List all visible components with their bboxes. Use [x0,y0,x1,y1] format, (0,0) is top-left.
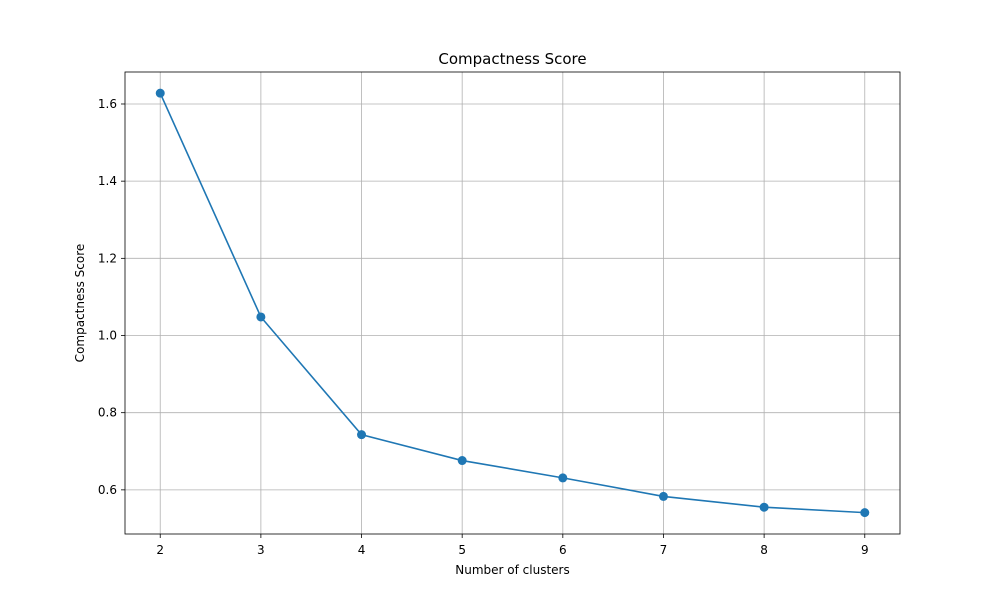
x-tick-label: 5 [458,543,466,557]
y-tick-label: 1.2 [98,251,117,265]
x-tick-label: 8 [760,543,768,557]
x-tick-label: 3 [257,543,265,557]
y-tick-label: 0.8 [98,406,117,420]
axis-ticks: 2 3 4 5 6 7 8 9 0.6 0.8 1.0 1.2 1.4 1.6 [98,97,869,557]
data-point [558,473,568,483]
plot-frame [124,71,901,535]
y-tick-label: 1.0 [98,329,117,343]
x-tick-label: 2 [156,543,164,557]
data-point [155,88,165,98]
y-axis-label: Compactness Score [73,244,87,363]
data-point [759,502,769,512]
chart-title: Compactness Score [438,50,586,68]
data-point [658,491,668,501]
x-tick-label: 6 [559,543,567,557]
series-line [159,92,865,514]
y-tick-label: 1.6 [98,97,117,111]
x-axis-label: Number of clusters [455,563,569,577]
data-point [457,456,467,466]
x-tick-label: 9 [861,543,869,557]
x-tick-label: 7 [660,543,668,557]
x-tick-label: 4 [358,543,366,557]
data-point [256,312,266,322]
data-point [860,508,870,518]
series [155,88,870,518]
grid [125,72,900,534]
y-tick-label: 0.6 [98,483,117,497]
data-point [357,430,367,440]
y-tick-label: 1.4 [98,174,117,188]
